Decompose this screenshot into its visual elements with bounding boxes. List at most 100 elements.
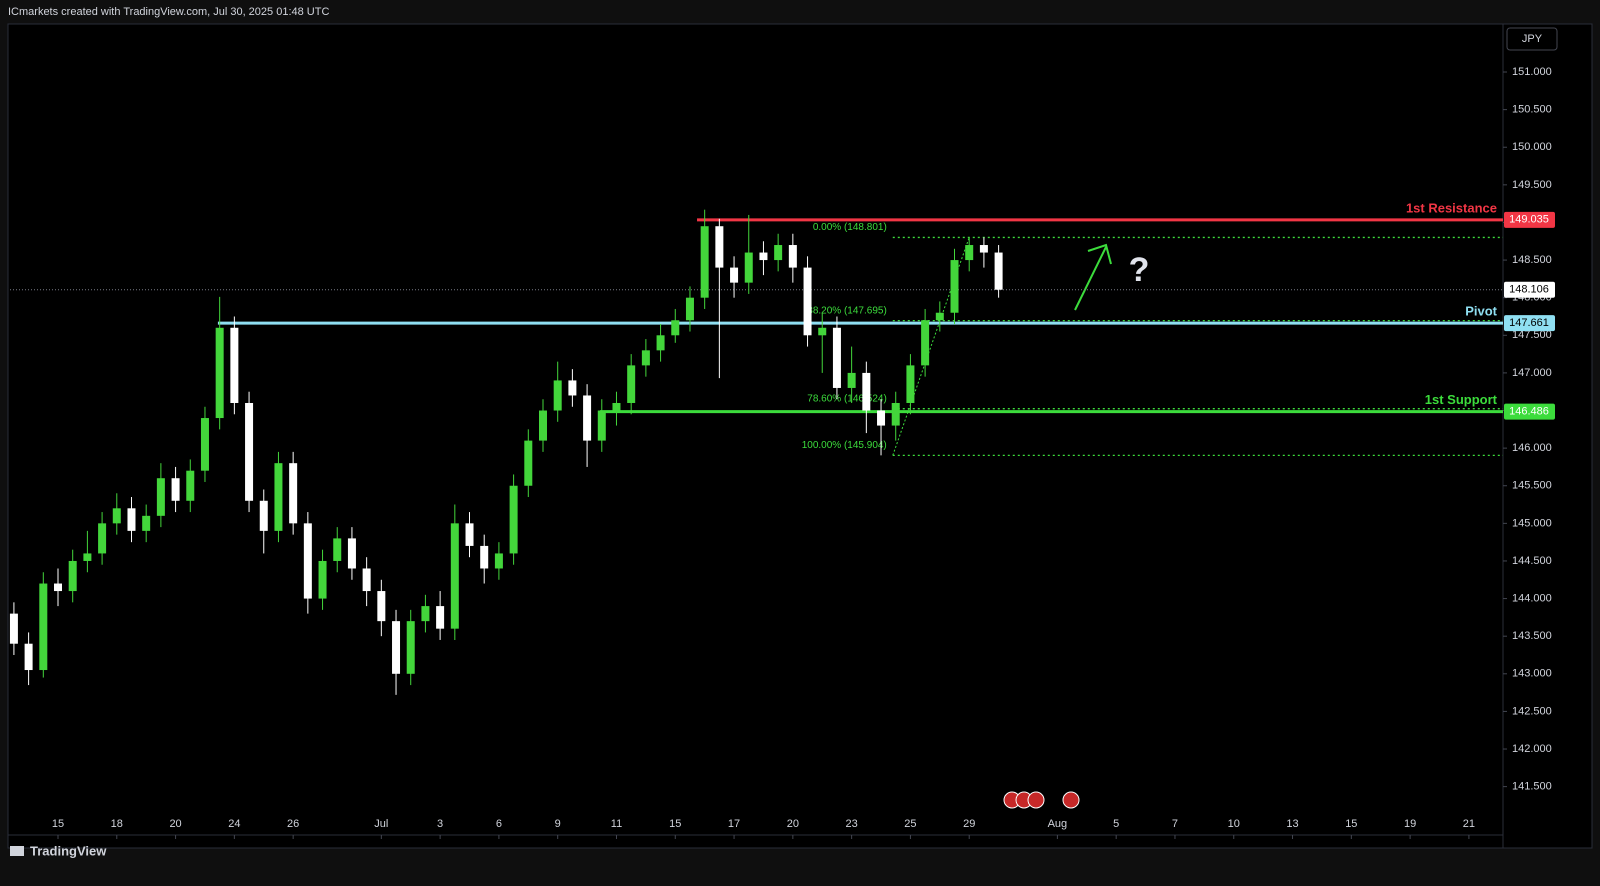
candle-body — [921, 320, 930, 366]
level-name: Pivot — [1465, 304, 1497, 319]
y-tick-label: 145.500 — [1512, 480, 1552, 492]
x-tick-label: Aug — [1048, 818, 1068, 830]
x-tick-label: 17 — [728, 818, 740, 830]
y-tick-label: 151.000 — [1512, 66, 1552, 78]
candle-body — [142, 515, 151, 531]
candle-body — [303, 523, 312, 599]
y-tick-label: 150.500 — [1512, 104, 1552, 116]
candle-body — [318, 560, 327, 599]
x-tick-label: 5 — [1113, 818, 1119, 830]
candle-body — [39, 583, 48, 671]
candle-body — [656, 335, 665, 351]
x-tick-label: 11 — [611, 818, 622, 830]
fib-label: 78.60% (146.524) — [807, 393, 887, 404]
candle-body — [950, 260, 959, 313]
fib-label: 0.00% (148.801) — [813, 222, 887, 233]
chart-panel — [7, 23, 1593, 849]
candle-body — [245, 402, 254, 501]
candle-body — [832, 327, 841, 388]
candle-body — [465, 523, 474, 546]
x-tick-label: 29 — [963, 818, 975, 830]
event-icons — [1003, 791, 1080, 809]
candle-body — [83, 553, 92, 561]
level-tag — [1504, 211, 1555, 228]
x-tick-label: 24 — [228, 818, 240, 830]
tv-logo — [10, 846, 24, 856]
x-tick-label: 15 — [52, 818, 64, 830]
currency-button[interactable] — [1506, 27, 1558, 51]
candle-body — [803, 267, 812, 336]
candle-body — [759, 252, 768, 261]
x-tick-label: Jul — [374, 818, 388, 830]
candle-body — [362, 568, 371, 592]
candle-body — [730, 267, 739, 283]
fib-label: 100.00% (145.904) — [802, 440, 887, 451]
level-name: 1st Resistance — [1406, 200, 1497, 215]
x-tick-label: 13 — [1286, 818, 1298, 830]
candle-body — [553, 380, 562, 411]
candle-body — [436, 606, 445, 629]
x-tick-label: 15 — [669, 818, 681, 830]
level-tag-label: 149.035 — [1509, 214, 1549, 226]
candle-body — [230, 327, 239, 403]
candle-body — [215, 327, 224, 419]
y-tick-label: 147.000 — [1512, 367, 1552, 379]
y-tick-label: 143.000 — [1512, 668, 1552, 680]
candle-body — [538, 410, 547, 441]
candle-body — [186, 470, 195, 501]
candle-body — [994, 252, 1003, 290]
x-tick-label: 10 — [1228, 818, 1240, 830]
candle-body — [641, 350, 650, 366]
candle-body — [289, 463, 298, 524]
candle-body — [847, 372, 856, 388]
level-tag-label: 147.661 — [1509, 317, 1549, 329]
candle-body — [965, 245, 974, 261]
y-tick-label: 150.000 — [1512, 141, 1552, 153]
candle-body — [509, 485, 518, 554]
candle-body — [494, 553, 503, 569]
level-tag-label: 146.486 — [1509, 405, 1549, 417]
candle-body — [347, 538, 356, 569]
candle-body — [406, 621, 415, 674]
level-tag — [1504, 403, 1555, 420]
x-tick-label: 9 — [555, 818, 561, 830]
candle-body — [127, 508, 136, 531]
question-mark: ? — [1129, 251, 1150, 289]
candle-body — [612, 402, 621, 411]
attribution: ICmarkets created with TradingView.com, … — [8, 6, 329, 18]
y-tick-label: 141.500 — [1512, 781, 1552, 793]
level-name: 1st Support — [1425, 392, 1498, 407]
x-tick-label: 19 — [1404, 818, 1416, 830]
y-tick-label: 142.500 — [1512, 705, 1552, 717]
x-tick-label: 18 — [111, 818, 123, 830]
fib-label: 38.20% (147.695) — [807, 305, 887, 316]
y-tick-label: 149.500 — [1512, 179, 1552, 191]
candle-body — [818, 327, 827, 336]
candle-body — [583, 395, 592, 441]
candle-body — [156, 478, 165, 516]
candle-body — [568, 380, 577, 396]
candle-body — [333, 538, 342, 561]
x-tick-label: 15 — [1345, 818, 1357, 830]
y-tick-label: 143.500 — [1512, 630, 1552, 642]
candle-body — [68, 560, 77, 592]
candle-body — [54, 583, 63, 592]
candle-body — [9, 613, 18, 644]
currency-label[interactable]: JPY — [1522, 33, 1543, 45]
candle-body — [891, 402, 900, 426]
y-tick-label: 144.000 — [1512, 592, 1552, 604]
last-price-label: 148.106 — [1509, 284, 1549, 296]
candle-body — [744, 252, 753, 283]
x-tick-label: 20 — [169, 818, 181, 830]
x-tick-label: 25 — [904, 818, 916, 830]
candle-body — [200, 418, 209, 471]
x-tick-label: 21 — [1463, 818, 1475, 830]
y-tick-label: 148.500 — [1512, 254, 1552, 266]
candle-body — [480, 545, 489, 569]
x-tick-label: 7 — [1172, 818, 1178, 830]
candle-body — [597, 410, 606, 441]
candle-body — [392, 621, 401, 674]
candle-body — [979, 245, 988, 253]
x-tick-label: 6 — [496, 818, 502, 830]
